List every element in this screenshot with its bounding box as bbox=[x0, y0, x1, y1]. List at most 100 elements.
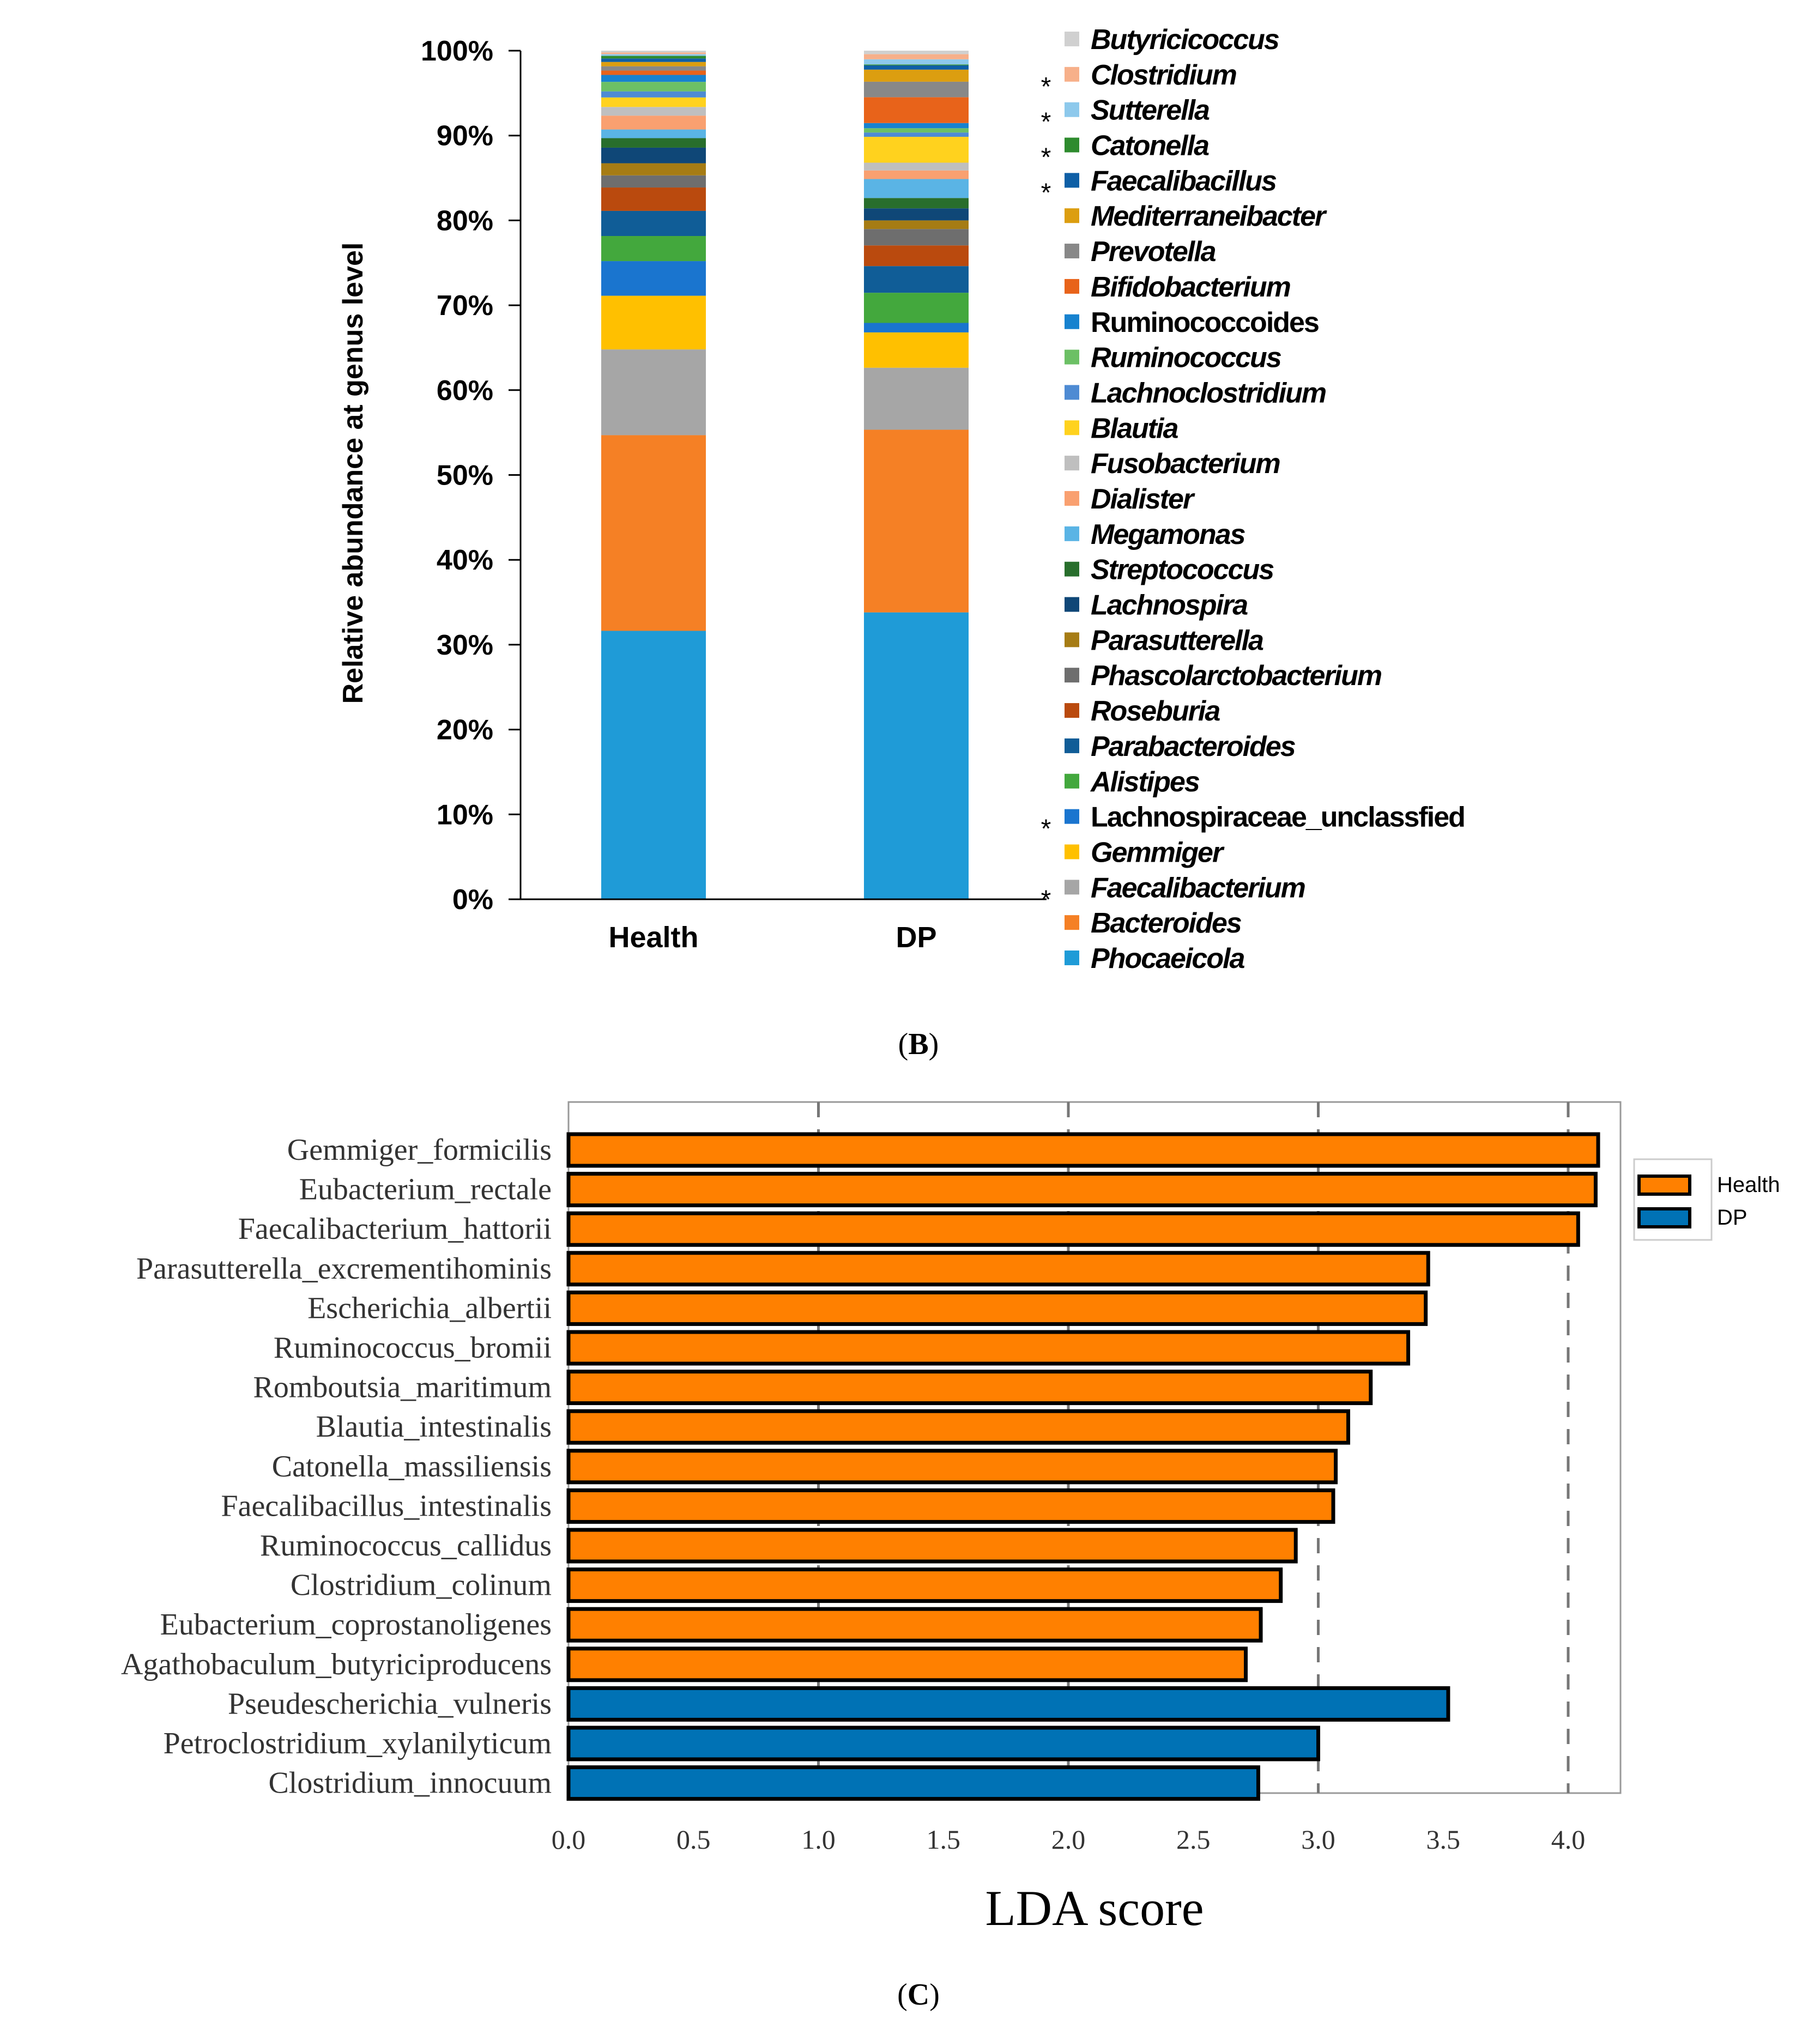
panel-b-y-ticks: 0% 10% 20% 30% 40% 50% 60% 70% 80% 90% 100% bbox=[421, 35, 521, 916]
lda-label-romboutsia-maritimum: Romboutsia_maritimum bbox=[253, 1371, 552, 1404]
bar-segment-health-bacteroides bbox=[601, 435, 706, 631]
legend-label-gemmiger: Gemmiger bbox=[1091, 837, 1225, 868]
lda-bar-petroclostridium-xylanilyticum bbox=[566, 1726, 1320, 1761]
panel-b-y-tick-label: 0% bbox=[452, 884, 493, 916]
panel-c-y-labels: Gemmiger_formicilis Eubacterium_rectale Fa… bbox=[121, 1133, 552, 1800]
bar-segment-dp-blautia bbox=[864, 137, 969, 163]
panel-b-x-label-health: Health bbox=[608, 921, 698, 954]
bar-segment-dp-lachnoclostridium bbox=[864, 132, 969, 137]
legend-swatch-sutterella bbox=[1065, 102, 1079, 117]
bar-segment-dp-ruminococcoides bbox=[864, 123, 969, 129]
legend-label-fusobacterium: Fusobacterium bbox=[1091, 448, 1280, 480]
bar-segment-health-blautia bbox=[601, 97, 706, 107]
bar-segment-dp-mediterraneibacter bbox=[864, 69, 969, 82]
bar-segment-health-prevotella bbox=[601, 66, 706, 71]
lda-label-eubacterium-rectale: Eubacterium_rectale bbox=[299, 1173, 552, 1207]
bar-segment-health-phocaeicola bbox=[601, 631, 706, 899]
bar-segment-dp-alistipes bbox=[864, 293, 969, 323]
lda-bar-clostridium-colinum bbox=[566, 1567, 1283, 1603]
lda-bar-faecalibacillus-intestinalis bbox=[566, 1488, 1335, 1524]
panel-c-x-tick-label: 3.5 bbox=[1426, 1824, 1461, 1855]
lda-bar-eubacterium-coprostanoligenes bbox=[566, 1607, 1263, 1643]
lda-bar-catonella-massiliensis bbox=[566, 1449, 1338, 1485]
bar-segment-dp-lachnospira bbox=[864, 208, 969, 221]
legend-swatch-alistipes bbox=[1065, 773, 1079, 789]
lda-label-parasutterella-excrementihominis: Parasutterella_excrementihominis bbox=[136, 1252, 552, 1286]
legend-swatch-streptococcus bbox=[1065, 561, 1079, 577]
bar-segment-health-phascolarctobacterium bbox=[601, 175, 706, 188]
panel-b-y-tick-label: 60% bbox=[437, 375, 493, 407]
bar-segment-health-mediterraneibacter bbox=[601, 62, 706, 66]
legend-swatch-dp bbox=[1637, 1207, 1691, 1228]
bar-segment-dp-faecalibacillus bbox=[864, 65, 969, 70]
bar-segment-health-clostridium bbox=[601, 52, 706, 55]
legend-label-streptococcus: Streptococcus bbox=[1091, 554, 1274, 586]
legend-label-lachnoclostridium: Lachnoclostridium bbox=[1091, 377, 1326, 409]
panel-b-y-tick-label: 20% bbox=[437, 715, 493, 746]
legend-significance-star: * bbox=[1041, 108, 1051, 137]
panel-b-y-tick-label: 10% bbox=[437, 799, 493, 831]
legend-swatch-dialister bbox=[1065, 491, 1079, 506]
legend-significance-star: * bbox=[1041, 143, 1051, 172]
legend-swatch-fusobacterium bbox=[1065, 456, 1079, 471]
legend-swatch-blautia bbox=[1065, 420, 1079, 435]
legend-swatch-clostridium bbox=[1065, 66, 1079, 82]
legend-swatch-ruminococcus bbox=[1065, 349, 1079, 365]
bar-segment-health-dialister bbox=[601, 116, 706, 130]
bar-segment-dp-phascolarctobacterium bbox=[864, 229, 969, 246]
legend-significance-star: * bbox=[1041, 72, 1051, 101]
bar-segment-health-parasutterella bbox=[601, 163, 706, 175]
legend-swatch-parasutterella bbox=[1065, 632, 1079, 647]
legend-significance-star: * bbox=[1041, 885, 1051, 914]
legend-significance-star: * bbox=[1041, 178, 1051, 207]
panel-b-label: (B) bbox=[898, 1027, 939, 1061]
legend-swatch-bacteroides bbox=[1065, 915, 1079, 930]
panel-b-y-axis-title: Relative abundance at genus level bbox=[337, 243, 369, 704]
legend-label-bifidobacterium: Bifidobacterium bbox=[1091, 271, 1291, 303]
bar-segment-health-gemmiger bbox=[601, 295, 706, 350]
legend-label-sutterella: Sutterella bbox=[1091, 95, 1210, 126]
panel-c-bars bbox=[566, 1132, 1600, 1801]
lda-label-clostridium-innocuum: Clostridium_innocuum bbox=[268, 1766, 552, 1800]
legend-label-lachnospira: Lachnospira bbox=[1091, 590, 1248, 621]
lda-label-escherichia-albertii: Escherichia_albertii bbox=[307, 1291, 552, 1325]
bar-segment-health-lachnospiraceae-unclassfied bbox=[601, 261, 706, 296]
legend-label-parasutterella: Parasutterella bbox=[1091, 625, 1263, 656]
panel-c-x-tick-label: 1.0 bbox=[801, 1824, 836, 1855]
panel-b-legend: Butyricicoccus * Clostridium * Sutterella * Ca… bbox=[1041, 24, 1466, 974]
legend-label-butyricicoccus: Butyricicoccus bbox=[1091, 24, 1279, 56]
panel-b-y-tick-label: 40% bbox=[437, 544, 493, 576]
bar-segment-health-lachnoclostridium bbox=[601, 91, 706, 98]
legend-swatch-lachnospiraceae-unclassfied bbox=[1065, 809, 1079, 824]
bar-segment-health-sutterella bbox=[601, 54, 706, 56]
bar-segment-health-lachnospira bbox=[601, 147, 706, 164]
legend-label-roseburia: Roseburia bbox=[1091, 695, 1220, 727]
panel-b-x-labels: Health DP bbox=[608, 921, 936, 954]
lda-label-blautia-intestinalis: Blautia_intestinalis bbox=[316, 1410, 552, 1444]
panel-c-x-tick-label: 3.0 bbox=[1301, 1824, 1335, 1855]
legend-label-health: Health bbox=[1717, 1173, 1780, 1197]
panel-c-x-tick-label: 4.0 bbox=[1551, 1824, 1586, 1855]
panel-b-x-label-dp: DP bbox=[896, 921, 936, 954]
panel-c-lda-chart: Gemmiger_formicilis Eubacterium_rectale Fa… bbox=[121, 1101, 1780, 2012]
legend-swatch-health bbox=[1637, 1175, 1691, 1196]
panel-b-y-tick-label: 30% bbox=[437, 629, 493, 661]
bar-segment-dp-streptococcus bbox=[864, 198, 969, 209]
panel-b-y-tick-label: 50% bbox=[437, 460, 493, 492]
bar-segment-health-alistipes bbox=[601, 235, 706, 262]
legend-label-blautia: Blautia bbox=[1091, 413, 1178, 444]
legend-label-faecalibacillus: Faecalibacillus bbox=[1091, 165, 1277, 197]
lda-bar-eubacterium-rectale bbox=[566, 1172, 1598, 1208]
legend-swatch-roseburia bbox=[1065, 703, 1079, 718]
legend-swatch-catonella bbox=[1065, 137, 1079, 153]
legend-label-lachnospiraceae-unclassfied: Lachnospiraceae_unclassfied bbox=[1091, 802, 1465, 833]
panel-c-x-ticks: 0.0 0.5 1.0 1.5 2.0 2.5 3.0 3.5 4.0 bbox=[552, 1824, 1586, 1855]
legend-swatch-megamonas bbox=[1065, 526, 1079, 541]
lda-bar-gemmiger-formicilis bbox=[566, 1132, 1600, 1168]
bar-segment-dp-bifidobacterium bbox=[864, 97, 969, 123]
bar-segment-health-ruminococcus bbox=[601, 82, 706, 92]
legend-label-clostridium: Clostridium bbox=[1091, 59, 1237, 91]
panel-b-stacked-bar-chart: Relative abundance at genus level 0% 10% 2… bbox=[337, 24, 1466, 1061]
lda-bar-escherichia-albertii bbox=[566, 1290, 1428, 1326]
legend-swatch-bifidobacterium bbox=[1065, 279, 1079, 294]
